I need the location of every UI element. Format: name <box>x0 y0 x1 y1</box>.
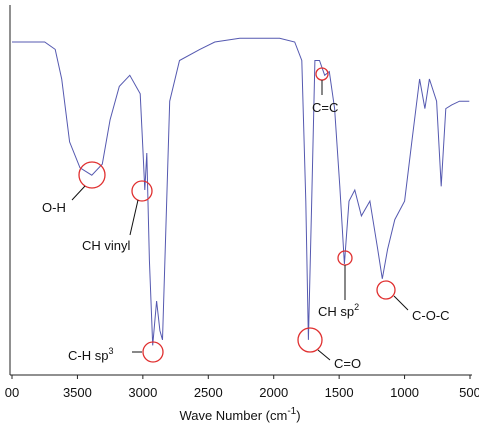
annotation-text: CH sp <box>318 304 354 319</box>
annotation-text: C-H sp <box>68 348 108 363</box>
x-label-text: Wave Number (cm <box>179 408 287 423</box>
x-axis-label: Wave Number (cm-1) <box>179 406 300 423</box>
x-tick-label: 1500 <box>325 385 354 400</box>
annotation: O-H <box>42 200 66 215</box>
x-tick-label: 3500 <box>63 385 92 400</box>
annotation: C-O-C <box>412 308 450 323</box>
x-tick-label: 2500 <box>194 385 223 400</box>
highlight-ring <box>78 161 106 189</box>
annotation-text: C=O <box>334 356 361 371</box>
arrow <box>129 199 139 236</box>
annotation-text: O-H <box>42 200 66 215</box>
x-label-end: ) <box>296 408 300 423</box>
highlight-ring <box>376 280 396 300</box>
x-tick-label: 00 <box>5 385 19 400</box>
highlight-ring <box>142 341 164 363</box>
annotation: C=O <box>334 356 361 371</box>
annotation-sup: 2 <box>354 302 359 312</box>
x-label-sup: -1 <box>287 406 296 417</box>
arrow <box>71 185 86 201</box>
annotation-sup: 3 <box>108 346 113 356</box>
arrow <box>393 295 409 311</box>
x-tick-label: 2000 <box>259 385 288 400</box>
annotation: CH sp2 <box>318 302 359 319</box>
x-tick-label: 1000 <box>390 385 419 400</box>
arrow <box>317 349 331 361</box>
annotation-text: CH vinyl <box>82 238 131 253</box>
x-tick-label: 500 <box>459 385 479 400</box>
annotation-text: C=C <box>312 100 338 115</box>
annotation: CH vinyl <box>82 238 131 253</box>
highlight-ring <box>297 327 323 353</box>
annotation: C=C <box>312 100 338 115</box>
annotation-text: C-O-C <box>412 308 450 323</box>
annotation: C-H sp3 <box>68 346 113 363</box>
x-tick-label: 3000 <box>128 385 157 400</box>
highlight-ring <box>131 180 153 202</box>
spectrum-line <box>12 37 470 346</box>
